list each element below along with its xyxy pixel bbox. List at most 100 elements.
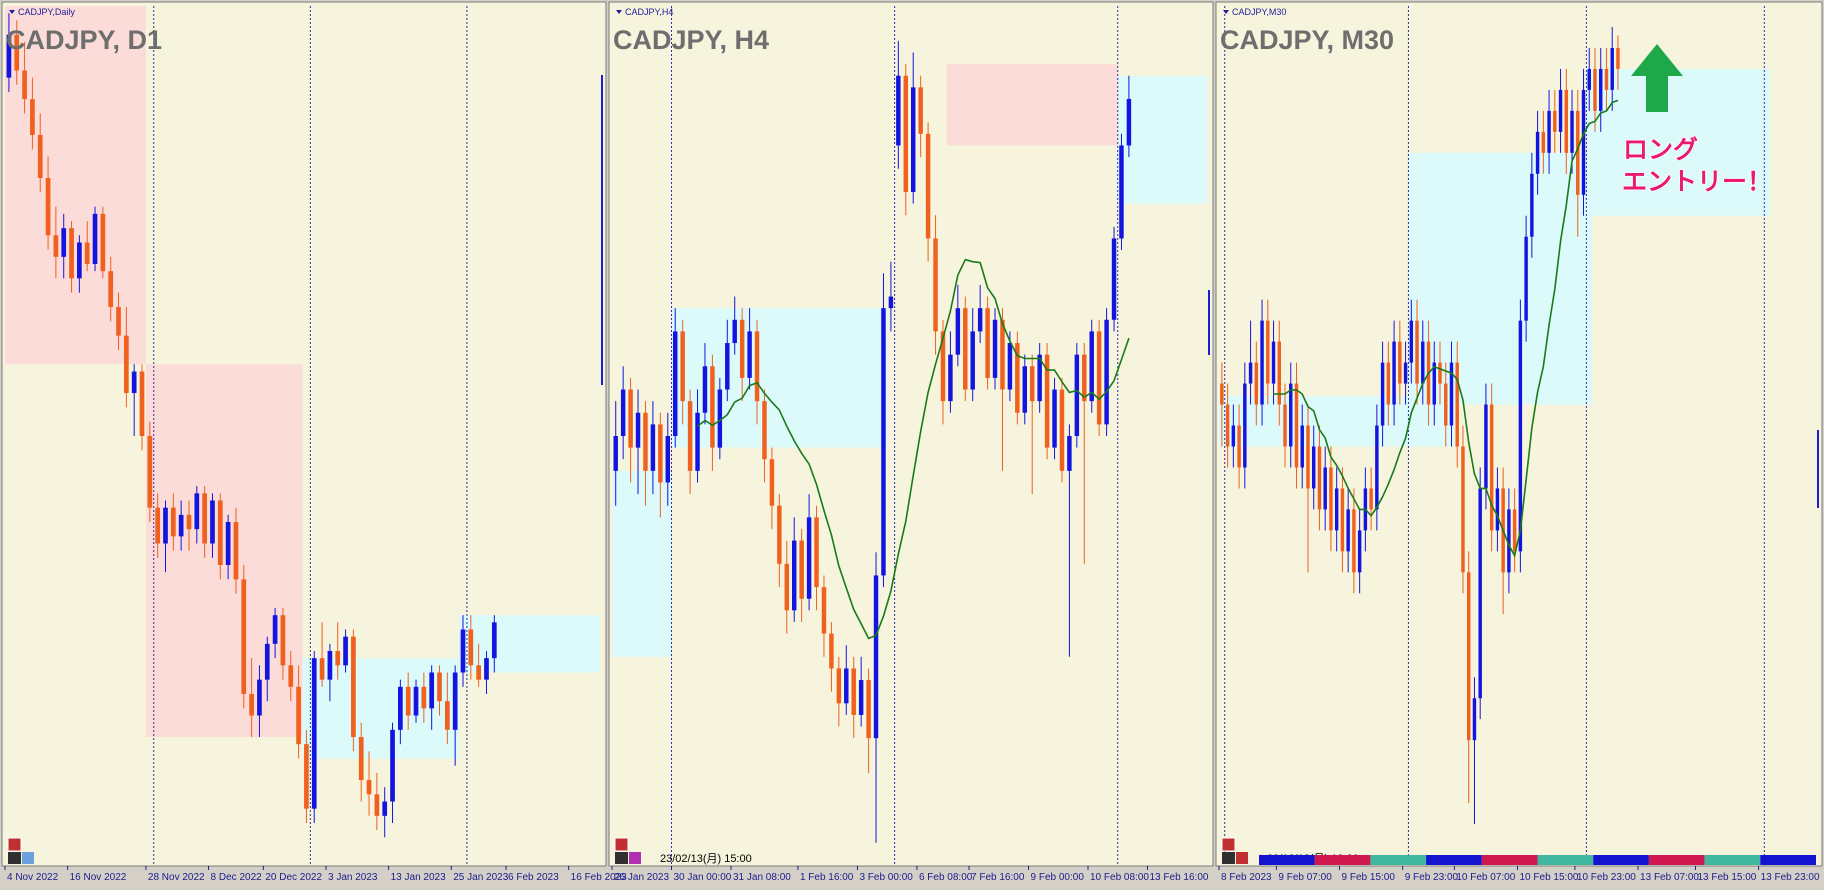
candle-body — [45, 178, 51, 236]
candle-body — [806, 517, 812, 599]
candle-body — [296, 686, 301, 745]
candle-body — [732, 319, 737, 344]
candle-body — [1449, 362, 1454, 426]
time-label: 1 Feb 16:00 — [800, 872, 854, 883]
session-strip — [1593, 855, 1649, 865]
candle-body — [791, 540, 797, 611]
candle-body — [1111, 238, 1117, 320]
candle-body — [888, 296, 894, 309]
candle-body — [1507, 509, 1511, 573]
session-strip — [1314, 855, 1371, 865]
candle-body — [233, 522, 239, 580]
candle-body — [881, 308, 886, 576]
time-label: 10 Feb 07:00 — [1456, 872, 1515, 883]
candle-body — [1277, 341, 1281, 405]
chart-title: CADJPY, D1 — [6, 25, 162, 55]
candle-body — [460, 629, 466, 673]
icon-mode[interactable] — [615, 852, 628, 864]
candle-body — [1266, 320, 1270, 384]
icon-mode[interactable] — [1222, 852, 1235, 864]
candle-body — [1089, 331, 1094, 402]
annotation-text: エントリー！ — [1622, 167, 1772, 196]
candle-body — [1225, 404, 1230, 447]
time-label: 9 Feb 23:00 — [1405, 872, 1459, 883]
candle-body — [1029, 366, 1035, 402]
candle-body — [1346, 509, 1350, 552]
candle-body — [1352, 509, 1356, 573]
icon-mode-2[interactable] — [629, 852, 641, 864]
candle-body — [366, 780, 372, 795]
candle-body — [613, 436, 618, 471]
candle-body — [1119, 145, 1124, 239]
session-strip — [1648, 855, 1705, 865]
icon-close[interactable] — [614, 837, 629, 852]
candle-body — [1289, 383, 1293, 447]
candle-body — [955, 308, 961, 355]
candle-body — [1074, 354, 1080, 436]
candle-body — [6, 34, 12, 78]
candle-body — [1254, 362, 1259, 405]
candle-body — [53, 235, 59, 257]
candle-body — [22, 70, 27, 100]
menu-triangle — [9, 10, 15, 14]
time-label: 13 Feb 07:00 — [1640, 872, 1699, 883]
candle-body — [814, 517, 819, 588]
icon-mode-2[interactable] — [22, 852, 34, 864]
candle-body — [866, 680, 871, 739]
candle-body — [1283, 404, 1287, 447]
icon-close[interactable] — [1221, 837, 1236, 852]
price-zone — [302, 658, 460, 759]
candle-body — [1007, 343, 1013, 390]
icon-close[interactable] — [7, 837, 22, 852]
candle-body — [821, 587, 827, 634]
candle-body — [1306, 425, 1310, 489]
candle-body — [1392, 341, 1396, 405]
plot-area — [1219, 6, 1771, 865]
candle-body — [280, 615, 286, 666]
candle-body — [1126, 98, 1132, 146]
candle-body — [1547, 110, 1551, 153]
candle-body — [272, 615, 278, 644]
candle-body — [1300, 425, 1304, 468]
chart-title: CADJPY, M30 — [1220, 25, 1394, 55]
candle-body — [873, 575, 879, 739]
candle-body — [762, 401, 767, 460]
price-zone — [459, 615, 600, 673]
candle-body — [702, 366, 708, 413]
candle-body — [170, 507, 176, 537]
candle-body — [650, 424, 656, 471]
candle-body — [784, 563, 790, 611]
candle-body — [1564, 89, 1569, 153]
plot-area — [612, 6, 1207, 865]
candle-body — [754, 331, 760, 402]
candle-body — [194, 493, 200, 530]
candle-body — [918, 87, 923, 134]
candle-body — [1570, 110, 1574, 153]
icon-mode-2[interactable] — [1236, 852, 1248, 864]
candle-body — [14, 34, 20, 71]
candle-body — [799, 540, 804, 599]
icon-mode[interactable] — [8, 852, 21, 864]
candle-body — [202, 493, 207, 544]
plot-area — [5, 6, 600, 865]
time-label: 9 Feb 15:00 — [1342, 872, 1396, 883]
time-label: 13 Feb 23:00 — [1761, 872, 1820, 883]
candle-body — [1104, 319, 1109, 425]
candle-body — [747, 331, 752, 378]
candle-body — [225, 522, 231, 565]
candle-body — [977, 308, 983, 332]
candle-body — [1052, 389, 1057, 448]
candle-body — [1386, 362, 1391, 405]
candle-body — [69, 228, 74, 279]
candle-body — [1576, 110, 1580, 195]
candle-body — [739, 319, 745, 378]
candle-body — [210, 500, 215, 544]
candle-body — [343, 636, 348, 666]
candle-body — [1044, 354, 1050, 448]
candle-body — [100, 213, 106, 272]
candle-body — [84, 242, 90, 264]
candle-body — [1357, 530, 1362, 573]
candle-body — [437, 672, 442, 702]
candle-body — [1530, 173, 1534, 237]
candle-body — [1593, 68, 1597, 111]
